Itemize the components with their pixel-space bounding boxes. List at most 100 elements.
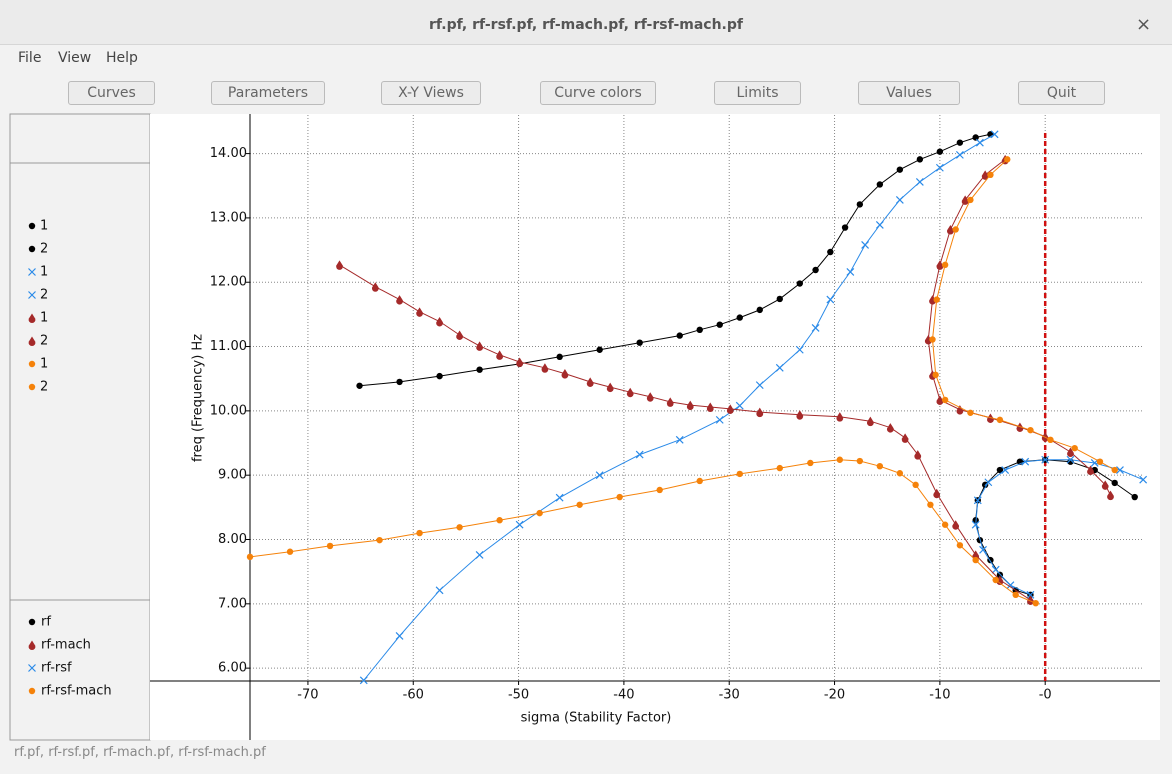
y-axis-title: freq (Frequency) Hz (191, 334, 206, 462)
data-point (646, 392, 654, 402)
legend-label: 1 (40, 219, 48, 234)
data-point (1016, 422, 1024, 432)
x-tick-label: -50 (508, 688, 529, 703)
legend-label: 2 (40, 288, 48, 303)
data-point (336, 260, 343, 270)
data-point (856, 457, 864, 465)
data-point (811, 323, 820, 332)
legend-label: 1 (40, 357, 48, 372)
data-point (356, 382, 363, 389)
data-point (626, 387, 634, 398)
data-point (929, 295, 936, 305)
point-marker (28, 640, 36, 651)
x-tick-label: -70 (297, 688, 318, 703)
point-marker (28, 360, 36, 368)
y-tick-label: 7.00 (218, 596, 247, 611)
data-point (416, 307, 423, 317)
data-point (516, 357, 524, 368)
data-point (992, 576, 999, 584)
data-point (635, 450, 644, 459)
y-tick-label: 12.00 (210, 275, 247, 290)
data-point (676, 332, 683, 339)
data-point (984, 478, 993, 487)
data-point (935, 163, 944, 172)
data-point (476, 366, 483, 373)
x-tick-label: -30 (719, 688, 740, 703)
data-point (996, 466, 1004, 474)
data-point (1139, 475, 1148, 484)
menu-item[interactable]: File (18, 50, 42, 66)
legend-label: rf-rsf-mach (41, 684, 112, 699)
data-point (436, 316, 443, 327)
legend-label: rf (41, 615, 51, 630)
point-marker (28, 291, 36, 299)
data-point (916, 156, 924, 163)
data-point (1006, 581, 1015, 590)
data-point (971, 520, 980, 529)
data-point (1131, 493, 1138, 501)
data-point (576, 501, 583, 508)
data-point (376, 536, 383, 544)
toolbar-button[interactable]: Quit (1018, 81, 1105, 105)
data-point (941, 261, 949, 269)
toolbar-button[interactable]: Curves (68, 81, 155, 105)
data-point (952, 520, 960, 530)
y-tick-label: 6.00 (218, 661, 247, 676)
point-marker (28, 222, 36, 230)
data-point (914, 450, 922, 460)
title-bar (0, 0, 1172, 45)
window-title: rf.pf, rf-rsf.pf, rf-mach.pf, rf-rsf-mac… (429, 17, 743, 33)
data-point (876, 462, 884, 470)
data-point (981, 170, 989, 180)
data-point (956, 542, 964, 549)
data-point (476, 341, 484, 351)
data-point (756, 306, 763, 314)
plot-area (150, 114, 1160, 740)
data-point (515, 520, 524, 529)
data-point (1087, 465, 1094, 476)
data-point (1116, 466, 1124, 474)
data-point (416, 529, 423, 537)
data-point (1101, 480, 1109, 490)
toolbar-button[interactable]: Limits (714, 81, 801, 105)
data-point (541, 363, 549, 373)
legend-label: rf-mach (41, 638, 91, 653)
menu-item[interactable]: Help (106, 50, 138, 66)
menu-item[interactable]: View (58, 50, 92, 66)
data-point (726, 404, 734, 414)
close-button[interactable]: × (1136, 14, 1152, 35)
toolbar-button[interactable]: Values (858, 81, 960, 105)
toolbar-button[interactable]: Parameters (211, 81, 325, 105)
data-point (973, 496, 982, 505)
data-point (996, 416, 1004, 424)
toolbar-button[interactable]: X-Y Views (381, 81, 481, 105)
data-point (1111, 466, 1118, 474)
data-point (696, 326, 703, 334)
data-point (975, 138, 984, 147)
legend-label: 1 (40, 265, 48, 280)
data-point (936, 395, 944, 405)
data-point (846, 268, 855, 276)
point-marker (28, 687, 36, 695)
y-tick-label: 9.00 (218, 468, 247, 483)
data-point (936, 148, 944, 155)
data-point (1012, 591, 1019, 599)
toolbar-button[interactable]: Curve colors (540, 81, 656, 105)
data-point (795, 345, 804, 354)
legend-label: 1 (40, 311, 48, 326)
data-point (396, 295, 403, 305)
legend-label: 2 (40, 242, 48, 257)
data-point (936, 260, 944, 270)
data-point (756, 407, 764, 418)
data-point (901, 433, 909, 443)
y-tick-label: 14.00 (210, 146, 247, 161)
data-point (967, 196, 974, 204)
data-point (933, 488, 941, 499)
data-point (371, 282, 379, 292)
data-point (496, 350, 504, 360)
data-point (915, 177, 924, 186)
data-point (1111, 479, 1118, 487)
data-point (866, 416, 874, 427)
data-point (956, 139, 964, 146)
data-point (686, 400, 694, 411)
